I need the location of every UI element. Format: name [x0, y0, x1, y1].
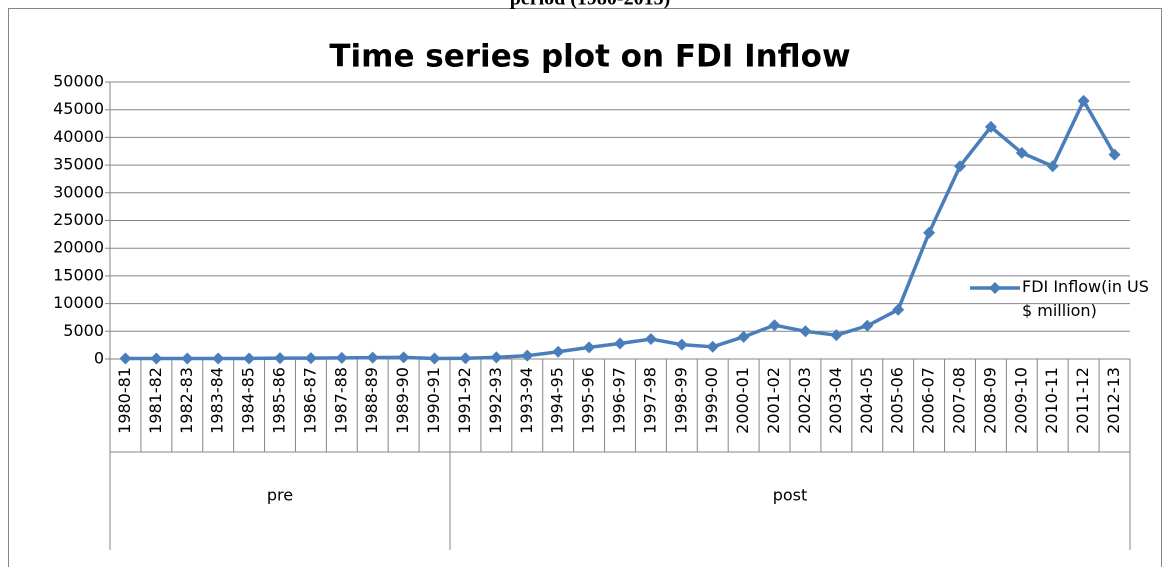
y-tick-label: 35000	[53, 155, 104, 174]
data-point	[552, 345, 565, 358]
x-tick-label: 2012-13	[1104, 367, 1123, 434]
data-point	[799, 325, 812, 338]
x-tick-label: 1980-81	[115, 367, 134, 434]
y-tick-label: 25000	[53, 210, 104, 229]
x-tick-label: 1994-95	[548, 367, 567, 434]
data-point	[1077, 94, 1090, 107]
y-tick-label: 10000	[53, 293, 104, 312]
y-tick-label: 0	[94, 349, 104, 368]
chart-title: Time series plot on FDI Inflow	[329, 39, 850, 75]
x-tick-label: 2009-10	[1011, 367, 1030, 434]
x-tick-label: 1989-90	[393, 367, 412, 434]
data-point	[892, 303, 905, 316]
x-tick-label: 1986-87	[300, 367, 319, 434]
x-tick-label: 2003-04	[826, 367, 845, 434]
x-tick-label: 2010-11	[1042, 367, 1061, 434]
x-tick-label: 1999-00	[702, 367, 721, 434]
data-point	[614, 337, 626, 350]
data-point	[304, 352, 317, 365]
data-point	[181, 352, 194, 365]
x-tick-label: 1992-93	[486, 367, 505, 434]
group-label: pre	[267, 486, 293, 505]
x-tick-label: 2006-07	[919, 367, 938, 434]
legend-label: FDI Inflow(in US $ million)	[1022, 277, 1149, 320]
legend-marker	[989, 282, 1001, 294]
data-point	[675, 338, 688, 351]
x-tick-label: 1995-96	[579, 367, 598, 434]
x-tick-label: 2004-05	[857, 367, 876, 434]
data-point	[861, 319, 874, 332]
data-point	[984, 120, 997, 133]
x-tick-label: 1987-88	[331, 367, 350, 434]
x-tick-label: 2000-01	[733, 367, 752, 434]
data-point	[212, 352, 225, 365]
data-point	[243, 352, 256, 365]
data-point	[583, 341, 596, 354]
y-tick-label: 15000	[53, 265, 104, 284]
subtitle: period (1980-2013)	[510, 0, 671, 10]
data-point	[366, 351, 379, 364]
data-point	[1046, 160, 1059, 173]
x-tick-label: 1991-92	[455, 367, 474, 434]
x-tick-label: 2005-06	[888, 367, 907, 434]
x-tick-label: 1982-83	[177, 367, 196, 434]
x-tick-label: 1990-91	[424, 367, 443, 434]
data-point	[490, 351, 503, 364]
data-point	[119, 352, 132, 365]
data-point	[706, 340, 719, 353]
data-point	[397, 351, 410, 364]
data-point	[954, 160, 966, 173]
x-tick-label: 1981-82	[146, 367, 165, 434]
x-tick-label: 1996-97	[610, 367, 629, 434]
y-tick-label: 50000	[53, 72, 104, 91]
x-tick-label: 1984-85	[239, 367, 258, 434]
data-point	[830, 329, 843, 342]
y-tick-label: 20000	[53, 238, 104, 257]
data-point	[768, 319, 781, 332]
y-tick-label: 30000	[53, 182, 104, 201]
x-tick-label: 1983-84	[208, 367, 227, 434]
data-point	[274, 352, 286, 365]
x-tick-label: 1993-94	[517, 367, 536, 434]
legend-item: FDI Inflow(in US $ million)	[1022, 277, 1149, 320]
y-tick-label: 40000	[53, 127, 104, 146]
x-tick-label: 1998-99	[671, 367, 690, 434]
data-point	[1108, 148, 1121, 161]
chart-border	[8, 8, 1162, 567]
x-tick-label: 2008-09	[980, 367, 999, 434]
data-point	[521, 349, 534, 362]
x-tick-label: 2011-12	[1073, 367, 1092, 434]
data-point	[428, 352, 441, 365]
data-point	[1015, 146, 1028, 159]
data-point	[335, 351, 348, 364]
data-point	[923, 226, 936, 239]
data-point	[150, 352, 163, 365]
x-tick-label: 1997-98	[640, 367, 659, 434]
x-tick-label: 1985-86	[270, 367, 289, 434]
data-point	[737, 330, 750, 343]
data-point	[459, 352, 472, 365]
x-tick-label: 1988-89	[362, 367, 381, 434]
x-tick-label: 2007-08	[950, 367, 969, 434]
x-tick-label: 2002-03	[795, 367, 814, 434]
y-tick-label: 5000	[63, 321, 104, 340]
group-label: post	[773, 486, 808, 505]
x-tick-label: 2001-02	[764, 367, 783, 434]
y-tick-label: 45000	[53, 99, 104, 118]
data-point	[644, 333, 657, 346]
